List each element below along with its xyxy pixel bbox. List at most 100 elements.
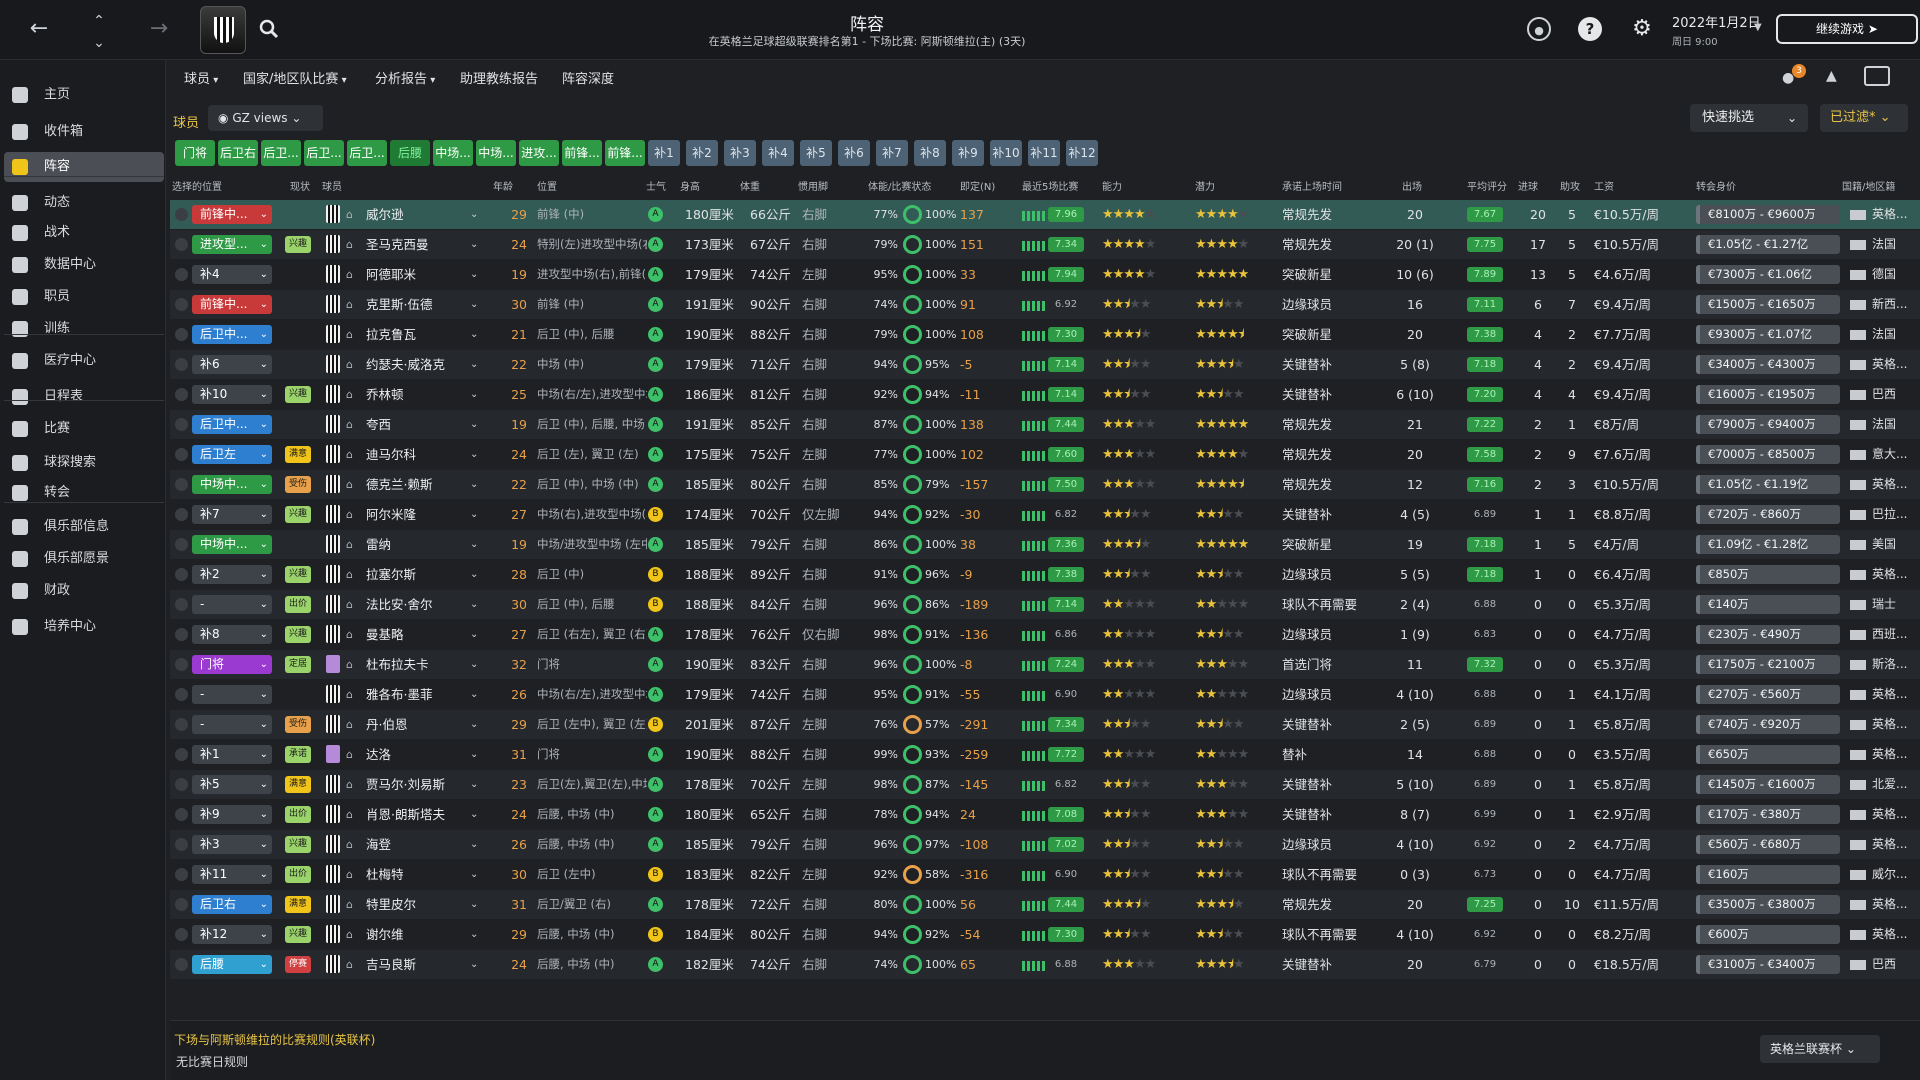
selected-position-dropdown[interactable]: 后腰 ⌄ (192, 955, 272, 974)
selected-position-dropdown[interactable]: 补3 ⌄ (192, 835, 272, 854)
table-row[interactable]: 进攻型... ⌄ 兴趣 ⌂ 圣马克西曼 ⌄ 24 特别(左)进攻型中场(右/左)A 173厘米 6… (170, 230, 1920, 259)
chevron-down-icon[interactable]: ⌄ (470, 449, 479, 460)
player-name[interactable]: 迪马尔科 (366, 447, 417, 462)
status-badge[interactable]: 出价 (285, 866, 311, 883)
table-row[interactable]: 补7 ⌄ 兴趣 ⌂ 阿尔米隆 ⌄ 27 中场(右),进攻型中场(右)B 174厘米 70公斤仅左脚… (170, 500, 1920, 529)
chevron-up-icon[interactable]: ⌃ (93, 13, 105, 29)
position-tab-0[interactable]: 门将 (175, 140, 215, 166)
chevron-down-icon[interactable]: ⌄ (470, 479, 479, 490)
player-name[interactable]: 圣马克西曼 (366, 237, 429, 252)
table-row[interactable]: 后卫右 ⌄ 满意 ⌂ 特里皮尔 ⌄ 31 后卫/翼卫 (右) A 178厘米 72公斤 右脚 80% 10… (170, 890, 1920, 919)
player-name[interactable]: 吉马良斯 (366, 957, 417, 972)
selected-position-dropdown[interactable]: 中场中... ⌄ (192, 475, 272, 494)
status-badge[interactable]: 定居 (285, 656, 311, 673)
row-checkbox[interactable] (175, 898, 188, 911)
row-checkbox[interactable] (175, 448, 188, 461)
table-row[interactable]: 补12 ⌄ 兴趣 ⌂ 谢尔维 ⌄ 29 后腰, 中场 (中) B 184厘米 80公斤 右脚 94% 92… (170, 920, 1920, 949)
status-badge[interactable]: 兴趣 (285, 236, 311, 253)
league-select[interactable]: 英格兰联赛杯 ⌄ (1760, 1035, 1880, 1063)
selected-position-dropdown[interactable]: - ⌄ (192, 595, 272, 614)
subtab-0[interactable]: 球员 ▾ (184, 68, 218, 87)
selected-position-dropdown[interactable]: 进攻型... ⌄ (192, 235, 272, 254)
table-row[interactable]: 补8 ⌄ 兴趣 ⌂ 曼基略 ⌄ 27 后卫 (右左), 翼卫 (右) A 178厘米 76公斤 仅右脚… (170, 620, 1920, 649)
position-tab-19[interactable]: 补9 (952, 140, 984, 166)
row-checkbox[interactable] (175, 418, 188, 431)
table-row[interactable]: 补10 ⌄ 兴趣 ⌂ 乔林顿 ⌄ 25 中场(右/左),进攻型中场(右/左)A 186厘米 81公… (170, 380, 1920, 409)
position-tab-22[interactable]: 补12 (1066, 140, 1098, 166)
row-checkbox[interactable] (175, 508, 188, 521)
row-checkbox[interactable] (175, 358, 188, 371)
player-name[interactable]: 拉塞尔斯 (366, 567, 417, 582)
sidebar-item-10[interactable]: 比赛 (4, 414, 164, 444)
position-tab-16[interactable]: 补6 (838, 140, 870, 166)
chevron-down-icon[interactable]: ⌄ (470, 419, 479, 430)
player-name[interactable]: 阿德耶米 (366, 267, 417, 282)
selected-position-dropdown[interactable]: 前锋中... ⌄ (192, 205, 272, 224)
row-checkbox[interactable] (175, 748, 188, 761)
sidebar-item-14[interactable]: 俱乐部愿景 (4, 544, 164, 574)
table-row[interactable]: 门将 ⌄ 定居 ⌂ 杜布拉夫卡 ⌄ 32 门将 A 190厘米 83公斤 右脚 96% 100% -8 7.2… (170, 650, 1920, 679)
column-header-10[interactable]: 即定(N) (960, 182, 996, 193)
table-row[interactable]: 后卫左 ⌄ 满意 ⌂ 迪马尔科 ⌄ 24 后卫 (左), 翼卫 (左) A 175厘米 75公斤 左脚… (170, 440, 1920, 469)
table-row[interactable]: 前锋中... ⌄ ⌂ 威尔逊 ⌄ 29 前锋 (中) A 180厘米 66公斤 右脚 77% 100% 1… (170, 200, 1920, 229)
sidebar-item-3[interactable]: 动态 (4, 188, 164, 218)
subtab-1[interactable]: 国家/地区队比赛 ▾ (243, 68, 347, 87)
row-checkbox[interactable] (175, 628, 188, 641)
club-crest-logo[interactable] (200, 6, 246, 54)
status-badge[interactable]: 兴趣 (285, 506, 311, 523)
table-row[interactable]: 前锋中... ⌄ ⌂ 克里斯·伍德 ⌄ 30 前锋 (中) A 191厘米 90公斤 右脚 74% 10… (170, 290, 1920, 319)
row-checkbox[interactable] (175, 268, 188, 281)
sidebar-item-0[interactable]: 主页 (4, 80, 164, 110)
status-badge[interactable]: 满意 (285, 896, 311, 913)
chevron-down-icon[interactable]: ⌄ (470, 389, 479, 400)
table-row[interactable]: 补9 ⌄ 出价 ⌂ 肖恩·朗斯塔夫 ⌄ 24 后腰, 中场 (中) A 180厘米 65公斤 右脚 78… (170, 800, 1920, 829)
column-header-13[interactable]: 潜力 (1195, 182, 1215, 193)
continue-game-button[interactable]: 继续游戏 ➤ (1776, 14, 1918, 44)
table-row[interactable]: -⌄⌂雅各布·墨菲⌄26中场(右/左),进攻型中场(右/左)A179厘米74公斤… (170, 680, 1920, 709)
row-checkbox[interactable] (175, 328, 188, 341)
row-checkbox[interactable] (175, 238, 188, 251)
column-header-17[interactable]: 进球 (1518, 182, 1538, 193)
chevron-down-icon[interactable]: ⌄ (470, 509, 479, 520)
player-name[interactable]: 雷纳 (366, 537, 392, 552)
row-checkbox[interactable] (175, 928, 188, 941)
row-checkbox[interactable] (175, 208, 188, 221)
table-row[interactable]: 补2 ⌄ 兴趣 ⌂ 拉塞尔斯 ⌄ 28 后卫 (中) B 188厘米 89公斤 右脚 91% 96% -9 7… (170, 560, 1920, 589)
player-name[interactable]: 曼基略 (366, 627, 404, 642)
selected-position-dropdown[interactable]: 补7 ⌄ (192, 505, 272, 524)
player-name[interactable]: 克里斯·伍德 (366, 297, 433, 312)
quick-pick-button[interactable]: 快速挑选 (1690, 104, 1808, 132)
status-badge[interactable]: 兴趣 (285, 926, 311, 943)
player-name[interactable]: 威尔逊 (366, 207, 404, 222)
sidebar-item-5[interactable]: 数据中心 (4, 250, 164, 280)
player-name[interactable]: 谢尔维 (366, 927, 404, 942)
chevron-down-icon[interactable]: ⌄ (470, 629, 479, 640)
globe-icon[interactable]: ● (1527, 17, 1551, 41)
selected-position-dropdown[interactable]: 中场中... ⌄ (192, 535, 272, 554)
player-name[interactable]: 海登 (366, 837, 392, 852)
column-header-1[interactable]: 现状 (290, 182, 310, 193)
column-header-4[interactable]: 位置 (537, 182, 557, 193)
position-tab-15[interactable]: 补5 (800, 140, 832, 166)
table-row[interactable]: - ⌄ 受伤 ⌂ 丹·伯恩 ⌄ 29 后卫 (左中), 翼卫 (左) B 201厘米 87公斤 左脚 7… (170, 710, 1920, 739)
game-date[interactable]: 2022年1月2日 周日 9:00 (1672, 12, 1761, 48)
sidebar-item-16[interactable]: 培养中心 (4, 612, 164, 642)
search-icon[interactable] (258, 18, 280, 40)
player-name[interactable]: 阿尔米隆 (366, 507, 417, 522)
forward-arrow-icon[interactable]: → (149, 16, 169, 41)
position-tab-5[interactable]: 后腰 (390, 140, 430, 166)
chevron-down-icon[interactable]: ⌄ (470, 839, 479, 850)
status-badge[interactable]: 承诺 (285, 746, 311, 763)
chevron-down-icon[interactable]: ⌄ (470, 329, 479, 340)
player-name[interactable]: 夸西 (366, 417, 392, 432)
rules-title[interactable]: 下场与阿斯顿维拉的比赛规则(英联杯) (174, 1033, 376, 1047)
sidebar-item-12[interactable]: 转会 (4, 478, 164, 508)
position-tab-6[interactable]: 中场... (433, 140, 473, 166)
selected-position-dropdown[interactable]: 前锋中... ⌄ (192, 295, 272, 314)
chevron-down-icon[interactable]: ⌄ (470, 209, 479, 220)
sidebar-item-7[interactable]: 训练 (4, 314, 164, 344)
selected-position-dropdown[interactable]: - ⌄ (192, 685, 272, 704)
position-tab-9[interactable]: 前锋... (562, 140, 602, 166)
row-checkbox[interactable] (175, 808, 188, 821)
table-row[interactable]: - ⌄ 出价 ⌂ 法比安·舍尔 ⌄ 30 后卫 (中), 后腰 B 188厘米 84公斤 右脚 96% 8… (170, 590, 1920, 619)
